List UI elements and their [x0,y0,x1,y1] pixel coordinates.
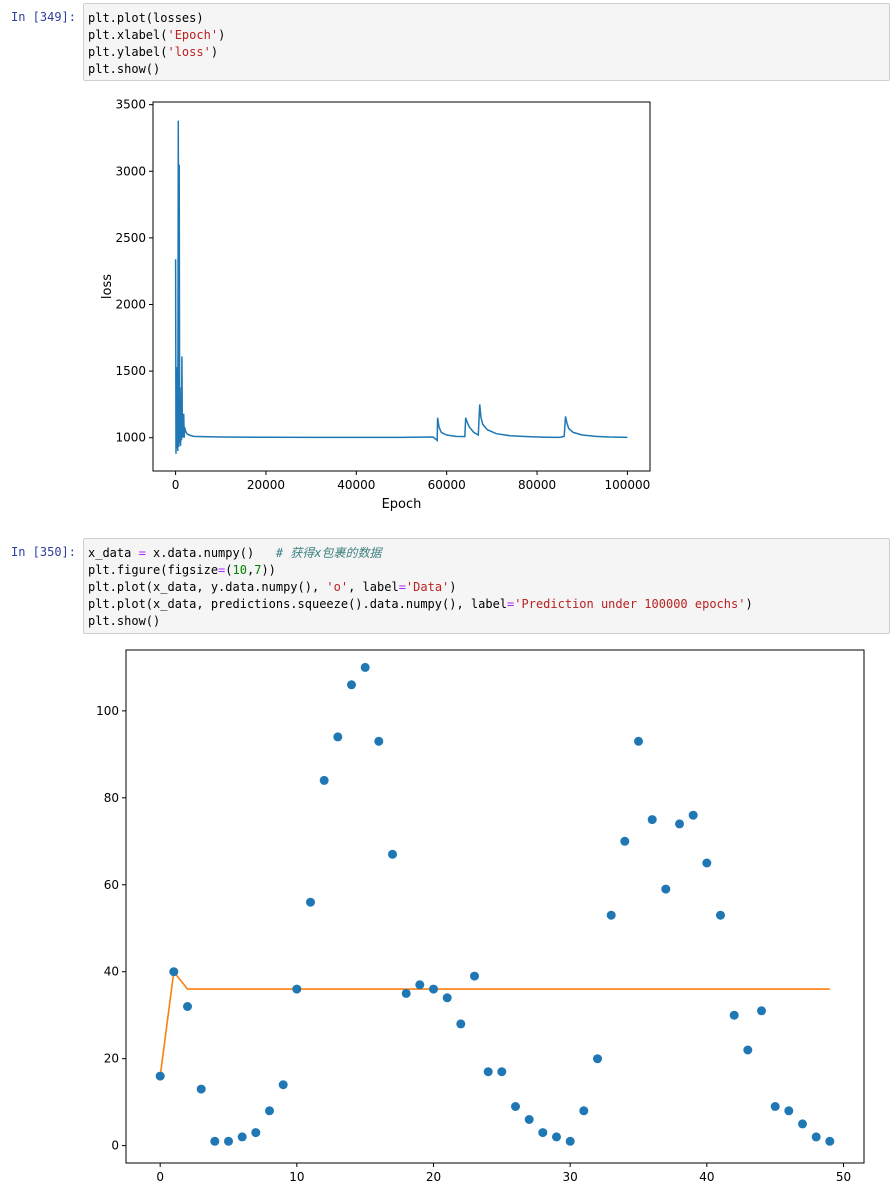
data-point [237,1132,247,1142]
loss-chart: 0 20000 40000 60000 80000 100000 1000 1500 2000 2… [95,95,665,515]
data-point [224,1136,233,1146]
code-line: plt.show() [88,62,161,76]
x-tick-label: 0 [156,1170,164,1184]
data-point [265,1106,274,1116]
x-tick-label: 60000 [428,478,466,492]
data-point [593,1054,602,1064]
code-line: plt.figure(figsize=(10,7)) [88,563,276,577]
data-point [716,910,725,920]
y-tick-label: 2000 [115,297,146,311]
data-point [169,967,179,977]
y-tick-label: 2500 [115,231,146,245]
data-point [620,836,630,846]
code-line: plt.xlabel('Epoch') [88,28,226,42]
data-point [606,910,616,920]
x-tick-label: 30 [563,1170,578,1184]
data-point [196,1084,206,1094]
data-point [442,993,452,1003]
data-point [770,1102,780,1111]
data-point [183,1002,192,1011]
data-point [155,1071,165,1081]
prediction-chart: 0 10 20 30 40 50 0 20 40 60 80 100 [80,642,880,1192]
cell-prompt: In [349]: [10,10,76,24]
data-point [634,736,643,746]
data-point [429,984,438,994]
data-point [784,1106,794,1116]
code-line: plt.plot(x_data, y.data.numpy(), 'o', la… [88,580,457,594]
code-line: plt.show() [88,614,161,628]
x-tick-label: 20000 [247,478,285,492]
y-axis-label: loss [100,274,115,299]
data-point [524,1115,534,1124]
x-tick-label: 50 [836,1170,851,1184]
loss-chart-svg: 0 20000 40000 60000 80000 100000 1000 1500 2000 2… [100,98,651,512]
x-axis-label: Epoch [382,497,422,512]
data-point [251,1128,261,1138]
data-point [757,1006,766,1016]
data-point [565,1136,575,1146]
data-point [306,897,315,907]
x-tick-label: 40 [699,1170,714,1184]
data-point [798,1119,807,1129]
prediction-chart-svg: 0 10 20 30 40 50 0 20 40 60 80 100 [96,649,865,1184]
data-point [579,1106,589,1116]
data-point [688,810,698,820]
axes-frame [125,649,865,1164]
data-point [811,1132,821,1142]
data-point [401,988,411,998]
data-point [511,1102,520,1111]
code-cell-input[interactable]: plt.plot(losses) plt.xlabel('Epoch') plt… [83,3,890,81]
data-point [729,1010,739,1020]
x-tick-label: 40000 [337,478,375,492]
data-point [388,849,397,859]
code-line: plt.ylabel('loss') [88,45,219,59]
data-point [333,732,343,742]
data-point [483,1067,493,1077]
code-cell-input[interactable]: x_data = x.data.numpy() # 获得x包裹的数据 plt.f… [83,538,890,634]
code-line: x_data = x.data.numpy() # 获得x包裹的数据 [88,546,382,560]
x-tick-label: 10 [289,1170,304,1184]
x-tick-label: 20 [426,1170,441,1184]
prediction-line [159,969,830,1077]
data-point [278,1080,288,1090]
y-tick-label: 0 [111,1139,119,1153]
data-point [675,819,684,829]
code-line: plt.plot(losses) [88,11,204,25]
y-tick-label: 100 [96,704,119,718]
data-point [210,1136,220,1146]
data-point [415,980,425,990]
data-point [647,815,657,825]
data-point [374,736,384,746]
y-tick-label: 20 [104,1052,119,1066]
axes-frame [152,101,651,472]
x-tick-label: 100000 [605,478,651,492]
data-point [538,1128,548,1138]
data-point [661,884,671,894]
y-tick-label: 1500 [115,364,146,378]
data-point [743,1045,753,1055]
data-point [360,662,370,672]
data-point [456,1019,466,1029]
x-tick-label: 80000 [518,478,556,492]
y-tick-label: 40 [104,965,119,979]
y-tick-label: 1000 [115,431,146,445]
y-tick-label: 3500 [115,98,146,112]
code-line: plt.plot(x_data, predictions.squeeze().d… [88,597,753,611]
data-point [497,1067,507,1077]
cell-prompt: In [350]: [10,545,76,559]
y-tick-label: 80 [104,791,119,805]
x-tick-label: 0 [172,478,180,492]
loss-series-line [174,120,628,454]
data-point [470,971,479,981]
data-point [825,1136,835,1146]
data-point [292,984,302,994]
data-point [347,680,356,690]
data-point [552,1132,561,1142]
y-tick-label: 60 [104,878,119,892]
data-point [702,858,712,868]
data-point [319,775,329,785]
y-tick-label: 3000 [115,164,146,178]
